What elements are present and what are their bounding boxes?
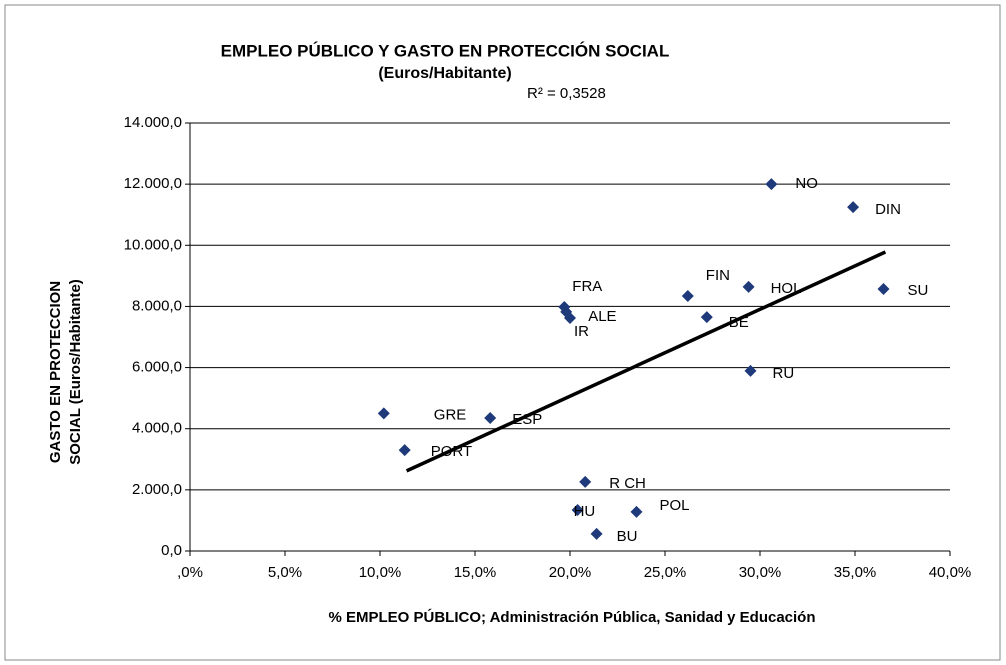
point-label: FIN <box>706 267 730 284</box>
chart-subtitle: (Euros/Habitante) <box>378 65 511 82</box>
point-label: HOL <box>771 280 802 297</box>
point-label: ESP <box>512 411 542 428</box>
x-tick-label: 5,0% <box>268 564 302 581</box>
y-tick-label: 10.000,0 <box>124 236 182 253</box>
point-label: RU <box>773 365 795 382</box>
point-label: NO <box>795 175 818 192</box>
point <box>744 364 757 377</box>
point <box>765 178 778 191</box>
point-label: IR <box>574 323 589 340</box>
trendline <box>405 250 887 473</box>
point <box>681 290 694 303</box>
point-label: HU <box>574 503 596 520</box>
point-label: BU <box>617 528 638 545</box>
x-axis-label: % EMPLEO PÚBLICO; Administración Pública… <box>328 608 815 626</box>
x-tick-label: 25,0% <box>644 564 687 581</box>
y-axis-label: SOCIAL (Euros/Habitante) <box>67 279 84 465</box>
point <box>630 505 643 518</box>
point-label: R CH <box>609 475 646 492</box>
x-tick-label: 10,0% <box>359 564 402 581</box>
point-label: SU <box>908 282 929 299</box>
point <box>484 412 497 425</box>
y-tick-label: 4.000,0 <box>132 420 182 437</box>
point <box>398 444 411 457</box>
point-label: FRA <box>572 278 602 295</box>
point <box>377 407 390 420</box>
point <box>847 201 860 214</box>
r-squared: R² = 0,3528 <box>527 85 606 102</box>
y-tick-label: 12.000,0 <box>124 175 182 192</box>
y-tick-label: 14.000,0 <box>124 114 182 131</box>
x-tick-label: 30,0% <box>739 564 782 581</box>
point <box>579 475 592 488</box>
x-tick-label: 20,0% <box>549 564 592 581</box>
x-tick-label: 35,0% <box>834 564 877 581</box>
point-label: GRE <box>434 406 467 423</box>
y-tick-label: 8.000,0 <box>132 297 182 314</box>
y-tick-label: 6.000,0 <box>132 359 182 376</box>
x-tick-label: ,0% <box>177 564 203 581</box>
point <box>700 311 713 324</box>
point-label: BE <box>729 314 749 331</box>
y-tick-label: 0,0 <box>161 542 182 559</box>
point <box>877 283 890 296</box>
y-tick-label: 2.000,0 <box>132 481 182 498</box>
x-tick-label: 40,0% <box>929 564 972 581</box>
y-axis-label: GASTO EN PROTECCION <box>47 281 64 463</box>
point-label: ALE <box>588 308 616 325</box>
point <box>742 280 755 293</box>
point-label: PORT <box>431 443 472 460</box>
point-label: DIN <box>875 201 901 218</box>
x-tick-label: 15,0% <box>454 564 497 581</box>
point <box>590 527 603 540</box>
point <box>571 504 584 517</box>
point-label: POL <box>660 497 690 514</box>
frame <box>4 4 1001 661</box>
chart-title: EMPLEO PÚBLICO Y GASTO EN PROTECCIÓN SOC… <box>221 41 670 60</box>
point <box>564 312 576 325</box>
